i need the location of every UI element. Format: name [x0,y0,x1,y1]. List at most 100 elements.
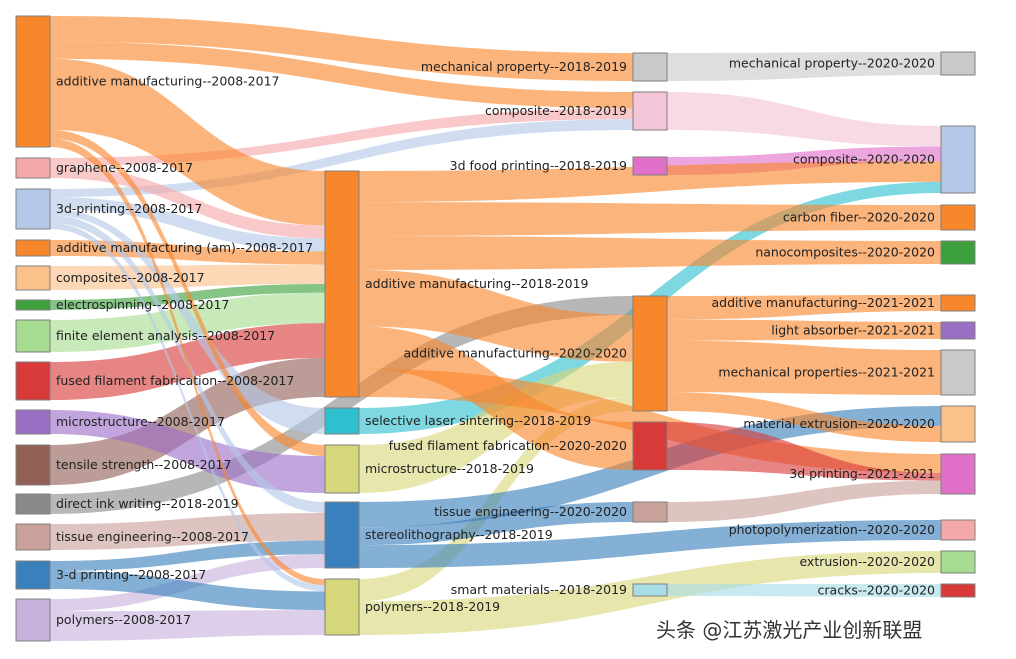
link-te0817-sla1819 [50,513,325,550]
node-label-sla1819: stereolithography--2018-2019 [365,527,553,542]
node-ext2020[interactable] [940,550,976,574]
node-label-te2020: tissue engineering--2020-2020 [434,504,627,519]
link-sla1819-te2020 [359,502,633,546]
node-label-am0817: additive manufacturing--2008-2017 [56,74,280,89]
link-te2020-3dp2021 [667,480,941,522]
node-es0817[interactable] [15,299,51,311]
node-gr0817[interactable] [15,157,51,179]
link-diw1819a-am2020 [50,296,633,514]
node-label-nano2020: nanocomposites--2020-2020 [755,245,935,260]
node-label-3dp0817: 3d-printing--2008-2017 [56,201,202,216]
sankey-labels: additive manufacturing--2008-2017 graphen… [56,56,935,628]
link-am2020-am2021 [667,295,941,320]
link-fff2020-3dp2021 [667,422,941,481]
link-am0817-ms1819 [50,129,325,457]
link-3dp0817-comp1819 [50,119,633,197]
node-poly1819[interactable] [324,578,360,636]
node-label-fea0817: finite element analysis--2008-2017 [56,328,275,343]
node-comp0817[interactable] [15,265,51,291]
node-poly0817[interactable] [15,598,51,642]
node-label-fff2020: fused filament fabrication--2020-2020 [389,438,627,453]
link-am2020-la2021 [667,319,941,341]
node-cracks2020[interactable] [940,583,976,598]
link-am1819-cf2020 [359,202,941,236]
node-3dp2_0817[interactable] [15,560,51,590]
node-label-ms1819: microstructure--2018-2019 [365,461,534,476]
node-label-cf2020: carbon fiber--2020-2020 [783,210,935,225]
node-am0817[interactable] [15,15,51,148]
node-label-ext2020: extrusion--2020-2020 [799,554,935,569]
node-comp1819[interactable] [632,91,668,131]
node-3df1819[interactable] [632,156,668,176]
node-label-3dp2_0817: 3-d printing--2008-2017 [56,567,206,582]
node-diw1819a[interactable] [15,493,51,515]
node-3dp0817[interactable] [15,188,51,230]
link-am0817-mp1819 [50,16,633,81]
node-photo2020[interactable] [940,519,976,541]
node-fff2020[interactable] [632,421,668,471]
node-label-mp2020: mechanical property--2020-2020 [729,56,935,71]
node-cf2020[interactable] [940,204,976,231]
link-am0817-comp1819 [50,41,633,109]
node-3dp2021[interactable] [940,453,976,495]
node-label-comp0817: composites--2008-2017 [56,270,205,285]
node-label-amam0817: additive manufacturing (am)--2008-2017 [56,240,313,255]
node-label-poly1819: polymers--2018-2019 [365,599,500,614]
link-gr0817-am1819 [50,166,325,239]
node-label-am2021: additive manufacturing--2021-2021 [712,295,936,310]
link-poly0817-poly1819 [50,610,325,641]
node-smart1819[interactable] [632,583,668,597]
node-ms1819[interactable] [324,444,360,494]
node-label-es0817: electrospinning--2008-2017 [56,297,229,312]
node-fff0817[interactable] [15,361,51,401]
node-nano2020[interactable] [940,240,976,265]
link-am2020-me2020 [667,392,941,442]
node-label-poly0817: polymers--2008-2017 [56,612,191,627]
node-label-3dp2021: 3d printing--2021-2021 [789,466,935,481]
link-am1819-am2020 [359,269,633,362]
node-fea0817[interactable] [15,319,51,353]
link-am1819-comp2020 [359,161,941,203]
node-label-am2020: additive manufacturing--2020-2020 [404,346,628,361]
node-label-la2021: light absorber--2021-2021 [771,323,935,338]
link-am0817-poly1819 [50,138,325,586]
node-sls1819[interactable] [324,407,360,435]
node-label-fff0817: fused filament fabrication--2008-2017 [56,373,294,388]
node-me2020[interactable] [940,405,976,443]
link-comp0817-am1819 [50,264,325,290]
node-mps2021[interactable] [940,349,976,396]
node-label-cracks2020: cracks--2020-2020 [818,583,935,598]
link-mp1819-mp2020 [667,52,941,81]
link-sla1819-photo2020 [359,520,941,568]
link-am1819-nano2020 [359,235,941,270]
link-comp1819-comp2020 [667,92,941,147]
node-am2020[interactable] [632,295,668,412]
node-am2021[interactable] [940,294,976,312]
link-smart1819-cracks2020 [667,584,941,597]
node-sla1819[interactable] [324,501,360,569]
node-ms0817[interactable] [15,409,51,435]
node-label-mps2021: mechanical properties--2021-2021 [718,365,935,380]
node-amam0817[interactable] [15,239,51,257]
node-label-gr0817: graphene--2008-2017 [56,160,193,175]
link-3dp0817-sls1819 [50,209,325,434]
node-mp1819[interactable] [632,52,668,82]
node-label-mp1819: mechanical property--2018-2019 [421,59,627,74]
node-la2021[interactable] [940,321,976,340]
node-label-diw1819a: direct ink writing--2018-2019 [56,496,239,511]
node-am1819[interactable] [324,170,360,398]
node-label-comp2020: composite--2020-2020 [793,152,935,167]
node-te0817[interactable] [15,523,51,551]
node-label-ms0817: microstructure--2008-2017 [56,414,225,429]
link-am2020-mps2021 [667,340,941,395]
node-comp2020[interactable] [940,125,976,194]
link-3dp0817-am1819 [50,197,325,252]
node-label-photo2020: photopolymerization--2020-2020 [729,522,935,537]
node-ts0817[interactable] [15,444,51,486]
link-3dp0817-poly1819 [50,223,325,592]
node-label-3df1819: 3d food printing--2018-2019 [450,158,627,173]
link-3dp2_0817-poly1819 [50,571,325,611]
node-mp2020[interactable] [940,51,976,76]
node-te2020[interactable] [632,501,668,523]
